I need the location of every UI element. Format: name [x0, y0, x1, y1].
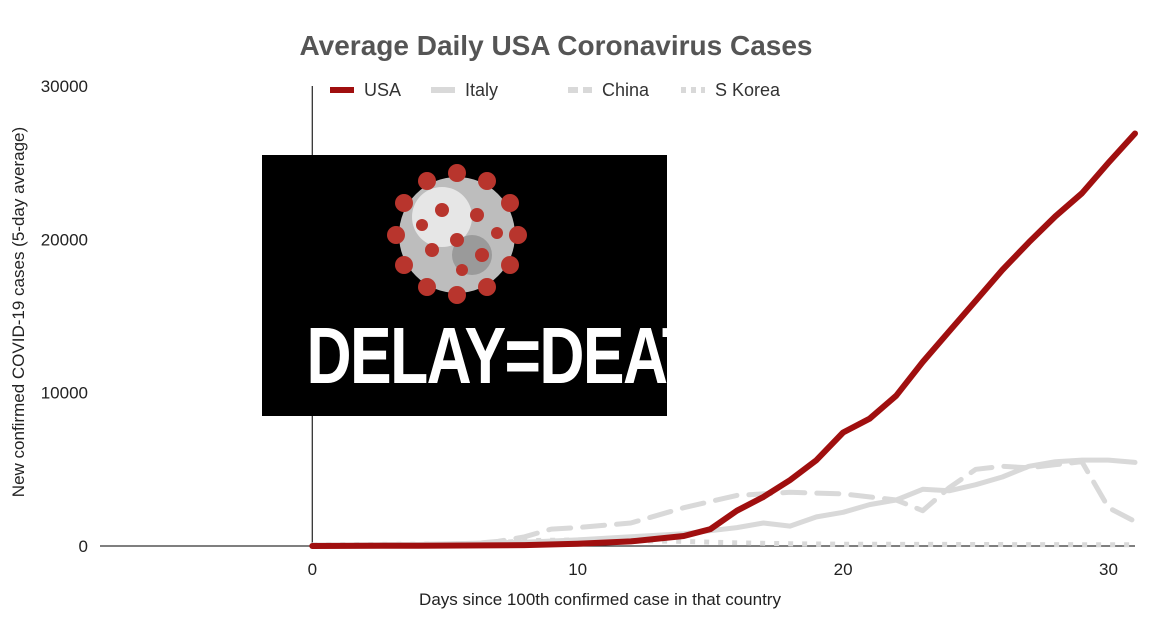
chart-title: Average Daily USA Coronavirus Cases	[299, 30, 812, 61]
legend-label-italy: Italy	[465, 80, 498, 100]
y-tick-label: 20000	[41, 230, 88, 249]
series-line-italy	[309, 457, 1138, 548]
overlay-text: DELAY=DEATH	[306, 311, 667, 400]
coronavirus-icon	[387, 164, 527, 304]
series-line-china	[309, 459, 1138, 548]
x-tick-label: 0	[308, 560, 317, 579]
y-tick-label: 30000	[41, 77, 88, 96]
x-tick-label: 30	[1099, 560, 1118, 579]
x-axis-title: Days since 100th confirmed case in that …	[419, 590, 781, 609]
y-axis-title: New confirmed COVID-19 cases (5-day aver…	[9, 127, 28, 497]
y-tick-label: 0	[79, 537, 88, 556]
legend-label-china: China	[602, 80, 650, 100]
x-tick-label: 20	[834, 560, 853, 579]
x-tick-label: 10	[568, 560, 587, 579]
legend-label-s-korea: S Korea	[715, 80, 781, 100]
y-tick-label: 10000	[41, 384, 88, 403]
legend-label-usa: USA	[364, 80, 401, 100]
delay-death-banner: DELAY=DEATH	[262, 155, 667, 416]
series-line-usa	[309, 130, 1138, 549]
